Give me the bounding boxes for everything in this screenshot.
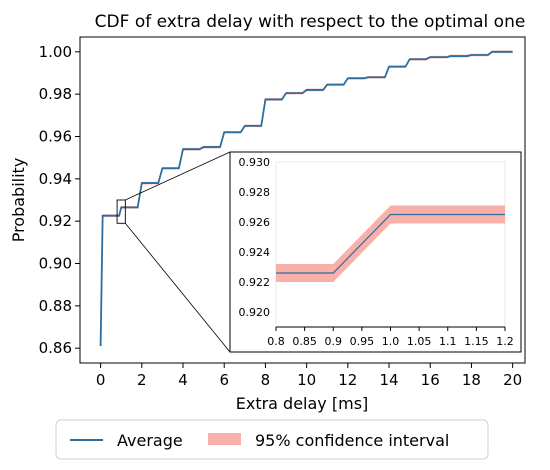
y-tick-label: 0.94 — [39, 170, 72, 188]
inset-x-tick-label: 1.2 — [496, 335, 514, 348]
inset-confidence-band-area — [276, 205, 505, 282]
x-tick-label: 12 — [338, 371, 357, 389]
y-axis: 0.86 0.88 0.90 0.92 0.94 0.96 0.98 1.00 — [39, 43, 80, 357]
inset-x-tick-label: 1.15 — [464, 335, 489, 348]
x-tick-label: 20 — [503, 371, 522, 389]
x-tick-label: 16 — [421, 371, 440, 389]
y-tick-label: 1.00 — [39, 43, 72, 61]
inset-confidence-band — [276, 205, 505, 282]
inset-average-series-line — [276, 213, 505, 274]
zoom-connector-line — [125, 223, 231, 353]
legend-confidence-swatch — [208, 433, 241, 445]
zoom-connector-line — [125, 151, 231, 201]
legend: Average 95% confidence interval — [55, 419, 489, 460]
plot-area — [79, 36, 526, 364]
inset-x-tick-label: 0.85 — [292, 335, 317, 348]
y-tick-label: 0.92 — [39, 212, 72, 230]
inset-x-tick-label: 1.05 — [407, 335, 432, 348]
y-tick-label: 0.88 — [39, 297, 72, 315]
inset-x-tick-label: 1.1 — [439, 335, 457, 348]
average-line — [99, 50, 513, 347]
inset-x-tick-label: 0.9 — [325, 335, 343, 348]
legend-average-label: Average — [117, 431, 183, 450]
x-axis: 0 2 4 6 8 10 12 14 16 18 20 — [96, 363, 522, 389]
average-series-line — [99, 50, 513, 347]
legend-confidence-label: 95% confidence interval — [255, 431, 449, 450]
x-tick-label: 6 — [219, 371, 229, 389]
inset-x-tick-label: 1.0 — [382, 335, 400, 348]
inset-x-tick-label: 0.95 — [350, 335, 375, 348]
inset-average-line — [276, 213, 505, 274]
inset-y-tick-label: 0.928 — [239, 186, 271, 199]
y-tick-label: 0.96 — [39, 127, 72, 145]
inset-x-axis: 0.8 0.85 0.9 0.95 1.0 1.05 1.1 1.15 1.2 — [267, 326, 514, 348]
inset-y-tick-label: 0.930 — [239, 156, 271, 169]
y-tick-label: 0.90 — [39, 255, 72, 273]
inset-y-tick-label: 0.920 — [239, 306, 271, 319]
inset-y-tick-label: 0.922 — [239, 276, 271, 289]
x-tick-label: 4 — [178, 371, 188, 389]
inset-y-axis: 0.920 0.922 0.924 0.926 0.928 0.930 — [239, 156, 271, 319]
zoom-indicator-box — [116, 199, 126, 224]
inset-x-tick-label: 0.8 — [267, 335, 285, 348]
y-axis-label: Probability — [9, 158, 28, 243]
x-tick-label: 14 — [379, 371, 398, 389]
y-tick-label: 0.86 — [39, 339, 72, 357]
x-tick-label: 8 — [261, 371, 271, 389]
x-tick-label: 18 — [462, 371, 481, 389]
x-tick-label: 0 — [96, 371, 106, 389]
x-tick-label: 10 — [297, 371, 316, 389]
inset-y-tick-label: 0.926 — [239, 216, 271, 229]
x-axis-label: Extra delay [ms] — [236, 394, 369, 413]
inset-y-tick-label: 0.924 — [239, 246, 271, 259]
chart-title: CDF of extra delay with respect to the o… — [95, 12, 526, 32]
x-tick-label: 2 — [137, 371, 147, 389]
y-tick-label: 0.98 — [39, 85, 72, 103]
